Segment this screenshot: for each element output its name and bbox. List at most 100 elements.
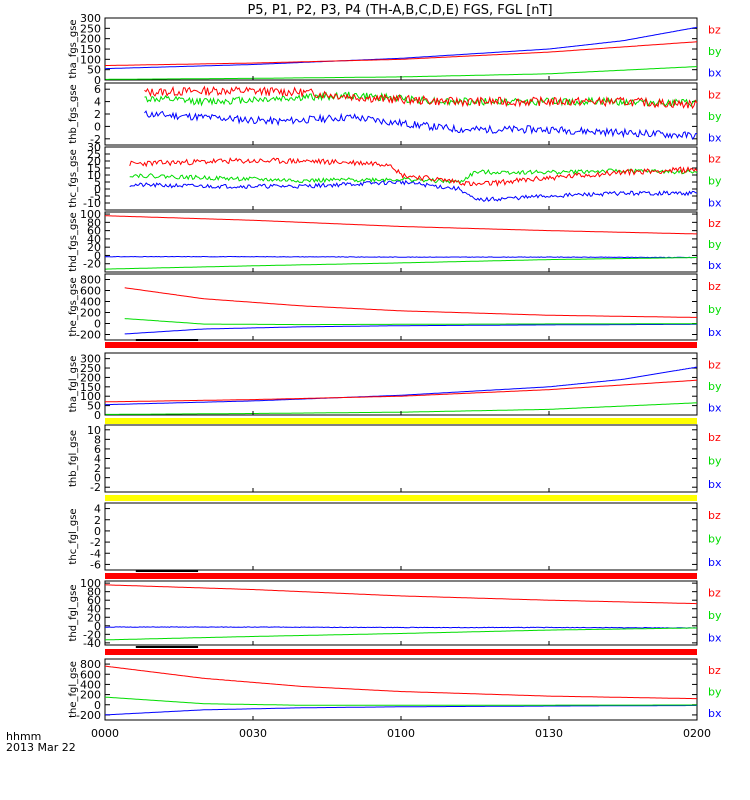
legend-bx: bx	[708, 631, 722, 644]
y-tick-label: -5	[90, 190, 101, 203]
legend-by: by	[708, 238, 722, 251]
y-tick-label: 6	[94, 83, 101, 96]
y-tick-label: 600	[80, 668, 101, 681]
y-axis-label: thc_fgs_gse	[68, 149, 79, 208]
y-tick-label: 0	[94, 525, 101, 538]
y-tick-label: 200	[80, 371, 101, 384]
y-tick-label: 0	[94, 620, 101, 633]
series-line-bz	[105, 41, 698, 66]
series-line-by	[105, 257, 697, 270]
y-tick-label: -2	[90, 133, 101, 146]
series-line-bz	[129, 157, 698, 188]
x-tick-label: 0000	[91, 727, 119, 740]
y-tick-label: -6	[90, 558, 101, 571]
panel-frame	[104, 502, 698, 571]
y-tick-label: 4	[94, 453, 101, 466]
y-tick-label: -4	[90, 547, 101, 560]
series-line-by	[104, 627, 698, 641]
legend-by: by	[708, 686, 722, 699]
y-tick-label: 6	[94, 443, 101, 456]
series-line-bx	[105, 626, 698, 629]
mode-bar	[105, 342, 697, 348]
legend-bz: bz	[708, 431, 721, 444]
legend-bx: bx	[708, 478, 722, 491]
series-line-by	[124, 318, 697, 326]
x-axis-label-line1: hhmm	[6, 730, 41, 743]
y-axis-label: tha_fgl_gse	[68, 356, 79, 413]
legend-bz: bz	[708, 664, 721, 677]
y-tick-label: 250	[80, 362, 101, 375]
y-tick-label: 20	[87, 155, 101, 168]
legend-bz: bz	[708, 23, 721, 36]
panel-frame	[104, 580, 698, 646]
legend-bz: bz	[708, 217, 721, 230]
y-tick-label: 200	[80, 689, 101, 702]
legend-bz: bz	[708, 358, 721, 371]
series-line-by	[129, 168, 698, 184]
series-line-bz	[104, 215, 697, 235]
x-axis: 0000 0030 0100 0130 0200	[91, 76, 711, 740]
panel-frame	[104, 424, 698, 493]
y-tick-label: 15	[87, 162, 101, 175]
x-axis-label-line2: 2013 Mar 22	[6, 741, 76, 754]
y-tick-label: -10	[83, 197, 101, 210]
y-tick-label: 80	[87, 586, 101, 599]
y-tick-label: 150	[80, 381, 101, 394]
y-axis-label: the_fgs_gse	[68, 277, 79, 336]
y-tick-label: 0	[94, 249, 101, 262]
y-tick-label: 0	[94, 318, 101, 331]
y-tick-label: 20	[87, 611, 101, 624]
legend-by: by	[708, 303, 722, 316]
series-line-by	[144, 91, 698, 108]
y-tick-label: 400	[80, 678, 101, 691]
series-line-bz	[104, 665, 697, 700]
y-axis-label: thd_fgl_gse	[68, 585, 79, 642]
y-tick-label: 10	[87, 169, 101, 182]
x-tick-label: 0030	[239, 727, 267, 740]
y-tick-label: 0	[94, 74, 101, 87]
y-tick-label: 0	[94, 120, 101, 133]
y-tick-label: 2	[94, 514, 101, 527]
mode-bar-segment	[135, 339, 199, 341]
legend-bx: bx	[708, 132, 722, 145]
mode-bar	[105, 495, 697, 501]
y-tick-label: 250	[80, 22, 101, 35]
legend-bx: bx	[708, 556, 722, 569]
y-tick-label: 50	[87, 400, 101, 413]
y-tick-label: 40	[87, 233, 101, 246]
y-axis-label: thb_fgs_gse	[68, 84, 79, 143]
y-tick-label: 300	[80, 353, 101, 366]
series-line-bz	[105, 379, 698, 403]
mode-bar-segment	[135, 570, 199, 572]
mode-bar-segment	[135, 646, 199, 648]
y-tick-label: 2	[94, 108, 101, 121]
y-tick-label: 5	[94, 176, 101, 189]
y-axis-label: thc_fgl_gse	[68, 508, 79, 564]
y-tick-label: 60	[87, 225, 101, 238]
y-tick-label: 100	[80, 208, 101, 221]
legend-by: by	[708, 380, 722, 393]
y-tick-label: 2	[94, 462, 101, 475]
legend-bx: bx	[708, 402, 722, 415]
y-tick-label: 0	[94, 472, 101, 485]
series-line-bx	[104, 255, 698, 259]
legend-by: by	[708, 110, 722, 123]
y-tick-label: 200	[80, 307, 101, 320]
mode-bars-group	[105, 339, 697, 655]
y-tick-label: -200	[76, 709, 101, 722]
series-line-bz	[124, 287, 697, 318]
y-tick-label: 60	[87, 594, 101, 607]
panel-thc_fgl_gse: 420-2-4-6 thc_fgl_gse bz by bx	[68, 502, 722, 571]
y-axis-label: the_fgl_gse	[68, 661, 79, 718]
y-tick-label: -20	[83, 258, 101, 271]
y-tick-label: 200	[80, 33, 101, 46]
series-line-bx	[129, 179, 698, 203]
x-tick-label: 0130	[535, 727, 563, 740]
y-tick-label: 800	[80, 658, 101, 671]
y-tick-label: 40	[87, 603, 101, 616]
legend-bx: bx	[708, 197, 722, 210]
